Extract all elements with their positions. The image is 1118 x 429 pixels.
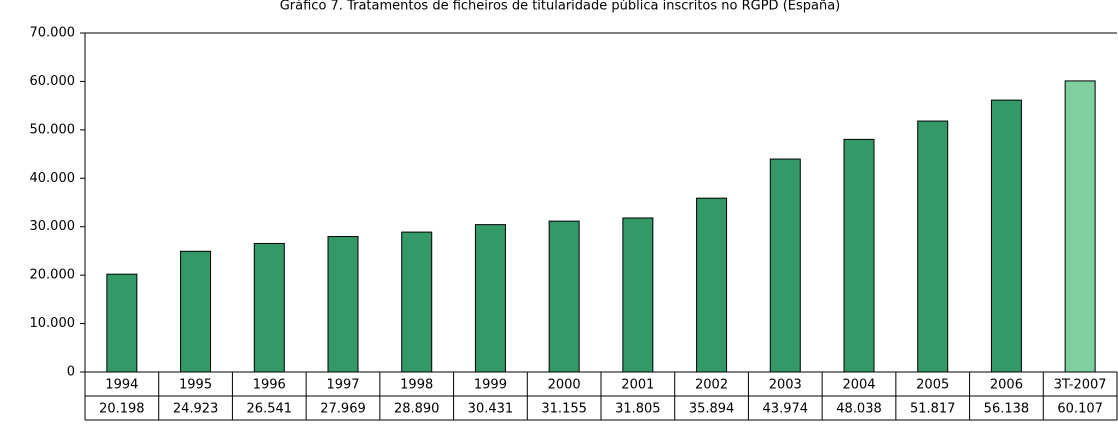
y-tick-label: 50.000 [30,122,76,137]
x-tick-label: 1994 [105,378,138,393]
x-tick-label: 2006 [990,378,1023,393]
value-label: 35.894 [689,402,735,417]
x-tick-label: 2005 [916,378,949,393]
value-label: 31.155 [541,402,587,417]
bar [1064,80,1096,373]
x-tick-label: 2000 [548,378,581,393]
bar [622,217,654,373]
y-tick-label: 30.000 [30,219,76,234]
y-tick-label: 40.000 [30,171,76,186]
bar [106,273,138,373]
x-tick-label: 3T-2007 [1054,378,1107,393]
bar [401,231,433,373]
x-tick-label: 2003 [769,378,802,393]
bar [769,158,801,373]
bar [696,197,728,373]
x-tick-label: 1995 [179,378,212,393]
bar [990,99,1022,373]
y-tick-label: 20.000 [30,268,76,283]
x-tick-label: 2001 [621,378,654,393]
x-tick-label: 1996 [253,378,286,393]
x-tick-label: 1997 [326,378,359,393]
value-label: 26.541 [247,402,293,417]
y-tick-label: 0 [67,365,75,380]
bar [253,242,285,373]
x-tick-label: 2002 [695,378,728,393]
value-label: 56.138 [984,402,1030,417]
value-label: 51.817 [910,402,956,417]
x-tick-label: 1999 [474,378,507,393]
x-tick-label: 2004 [842,378,875,393]
value-label: 28.890 [394,402,440,417]
value-label: 48.038 [836,402,882,417]
bar [327,236,359,373]
bar [474,224,506,373]
chart-title: Gráfico 7. Tratamentos de ficheiros de t… [280,0,841,14]
value-label: 31.805 [615,402,661,417]
bar [548,220,580,373]
y-tick-label: 60.000 [30,74,76,89]
value-label: 60.107 [1057,402,1103,417]
y-tick-label: 10.000 [30,316,76,331]
value-label: 27.969 [320,402,366,417]
y-tick-label: 70.000 [30,26,76,41]
value-label: 24.923 [173,402,219,417]
bar [843,138,875,373]
bar [180,250,212,373]
x-tick-label: 1998 [400,378,433,393]
value-label: 30.431 [468,402,514,417]
value-label: 20.198 [99,402,145,417]
bar [917,120,949,373]
value-label: 43.974 [763,402,809,417]
